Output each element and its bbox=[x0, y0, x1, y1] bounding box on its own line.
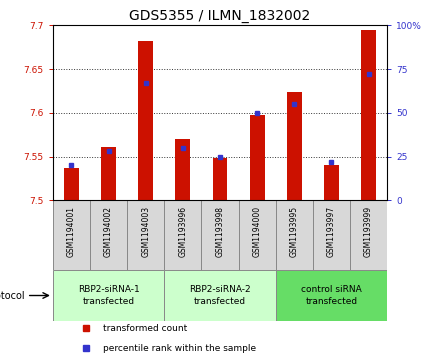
Text: transformed count: transformed count bbox=[103, 324, 187, 333]
Bar bbox=[101, 147, 116, 200]
Bar bbox=[90, 200, 127, 270]
Text: RBP2-siRNA-1
transfected: RBP2-siRNA-1 transfected bbox=[77, 285, 139, 306]
Bar bbox=[53, 270, 164, 321]
Text: GSM1193996: GSM1193996 bbox=[178, 206, 187, 257]
Bar bbox=[313, 200, 350, 270]
Text: GSM1194003: GSM1194003 bbox=[141, 206, 150, 257]
Text: protocol: protocol bbox=[0, 290, 25, 301]
Bar bbox=[213, 158, 227, 200]
Bar bbox=[324, 165, 339, 200]
Bar bbox=[350, 200, 387, 270]
Bar bbox=[138, 41, 153, 200]
Bar bbox=[276, 200, 313, 270]
Bar bbox=[176, 139, 190, 200]
Text: percentile rank within the sample: percentile rank within the sample bbox=[103, 343, 256, 352]
Text: GSM1193998: GSM1193998 bbox=[216, 206, 224, 257]
Text: control siRNA
transfected: control siRNA transfected bbox=[301, 285, 362, 306]
Text: GSM1193999: GSM1193999 bbox=[364, 206, 373, 257]
Text: GSM1194002: GSM1194002 bbox=[104, 206, 113, 257]
Bar bbox=[238, 200, 276, 270]
Text: GSM1194000: GSM1194000 bbox=[253, 206, 262, 257]
Bar bbox=[127, 200, 164, 270]
Text: GSM1193995: GSM1193995 bbox=[290, 206, 299, 257]
Text: GSM1193997: GSM1193997 bbox=[327, 206, 336, 257]
Bar bbox=[202, 200, 238, 270]
Bar bbox=[287, 92, 302, 200]
Bar bbox=[53, 200, 90, 270]
Title: GDS5355 / ILMN_1832002: GDS5355 / ILMN_1832002 bbox=[129, 9, 311, 23]
Bar bbox=[164, 270, 276, 321]
Bar bbox=[164, 200, 202, 270]
Bar bbox=[276, 270, 387, 321]
Text: RBP2-siRNA-2
transfected: RBP2-siRNA-2 transfected bbox=[189, 285, 251, 306]
Bar bbox=[64, 168, 79, 200]
Bar bbox=[361, 30, 376, 200]
Bar bbox=[250, 115, 264, 200]
Text: GSM1194001: GSM1194001 bbox=[67, 206, 76, 257]
